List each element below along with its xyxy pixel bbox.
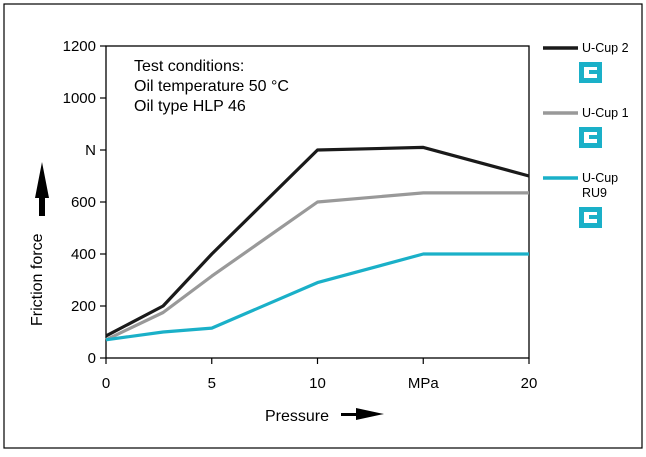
u-cup-seal-icon xyxy=(579,62,602,83)
x-axis-title: Pressure xyxy=(265,408,329,425)
legend-label: RU9 xyxy=(582,186,607,200)
y-tick-label: 1000 xyxy=(63,90,96,107)
note-line: Oil type HLP 46 xyxy=(134,98,246,115)
note-background xyxy=(126,54,368,120)
seal-icon-body xyxy=(579,207,602,228)
legend-item: U-Cup 1 xyxy=(543,106,629,148)
y-tick-label: 200 xyxy=(71,298,96,315)
seal-icon-profile xyxy=(584,67,597,78)
y-tick-label: 1200 xyxy=(63,38,96,55)
x-tick-label: 5 xyxy=(208,375,216,392)
x-axis-arrow-icon xyxy=(341,408,384,420)
series-line-2 xyxy=(105,191,529,342)
legend-label: U-Cup 1 xyxy=(582,106,629,120)
note-line: Test conditions: xyxy=(134,58,244,75)
y-tick-label: 400 xyxy=(71,246,96,263)
legend-item: U-Cup 2 xyxy=(543,41,629,83)
u-cup-seal-icon xyxy=(579,207,602,228)
y-tick-label: N xyxy=(85,142,96,159)
test-conditions-note: Test conditions: Oil temperature 50 °C Oil… xyxy=(126,54,368,120)
legend-label: U-Cup 2 xyxy=(582,41,629,55)
axis-titles: Pressure Friction force xyxy=(29,162,384,425)
series-line-3 xyxy=(105,252,529,342)
note-line: Oil temperature 50 °C xyxy=(134,78,289,95)
seal-icon-profile xyxy=(584,212,597,223)
plot-area: 0 200 400 600 N 1000 1200 0 5 10 MPa 20 xyxy=(63,38,538,392)
x-tick-label: 10 xyxy=(309,375,326,392)
y-tick-label: 600 xyxy=(71,194,96,211)
u-cup-seal-icon xyxy=(579,127,602,148)
seal-icon-body xyxy=(579,62,602,83)
x-tick-label: 20 xyxy=(521,375,538,392)
seal-icon-body xyxy=(579,127,602,148)
y-axis-arrow-icon xyxy=(35,162,49,216)
series-layer xyxy=(105,145,530,342)
legend-label: U-Cup xyxy=(582,171,618,185)
y-axis-title: Friction force xyxy=(29,233,46,326)
y-tick-label: 0 xyxy=(88,350,96,367)
series-line-1 xyxy=(105,145,530,338)
x-tick-label: 0 xyxy=(102,375,110,392)
x-tick-label: MPa xyxy=(408,375,440,392)
seal-icon-profile xyxy=(584,132,597,143)
